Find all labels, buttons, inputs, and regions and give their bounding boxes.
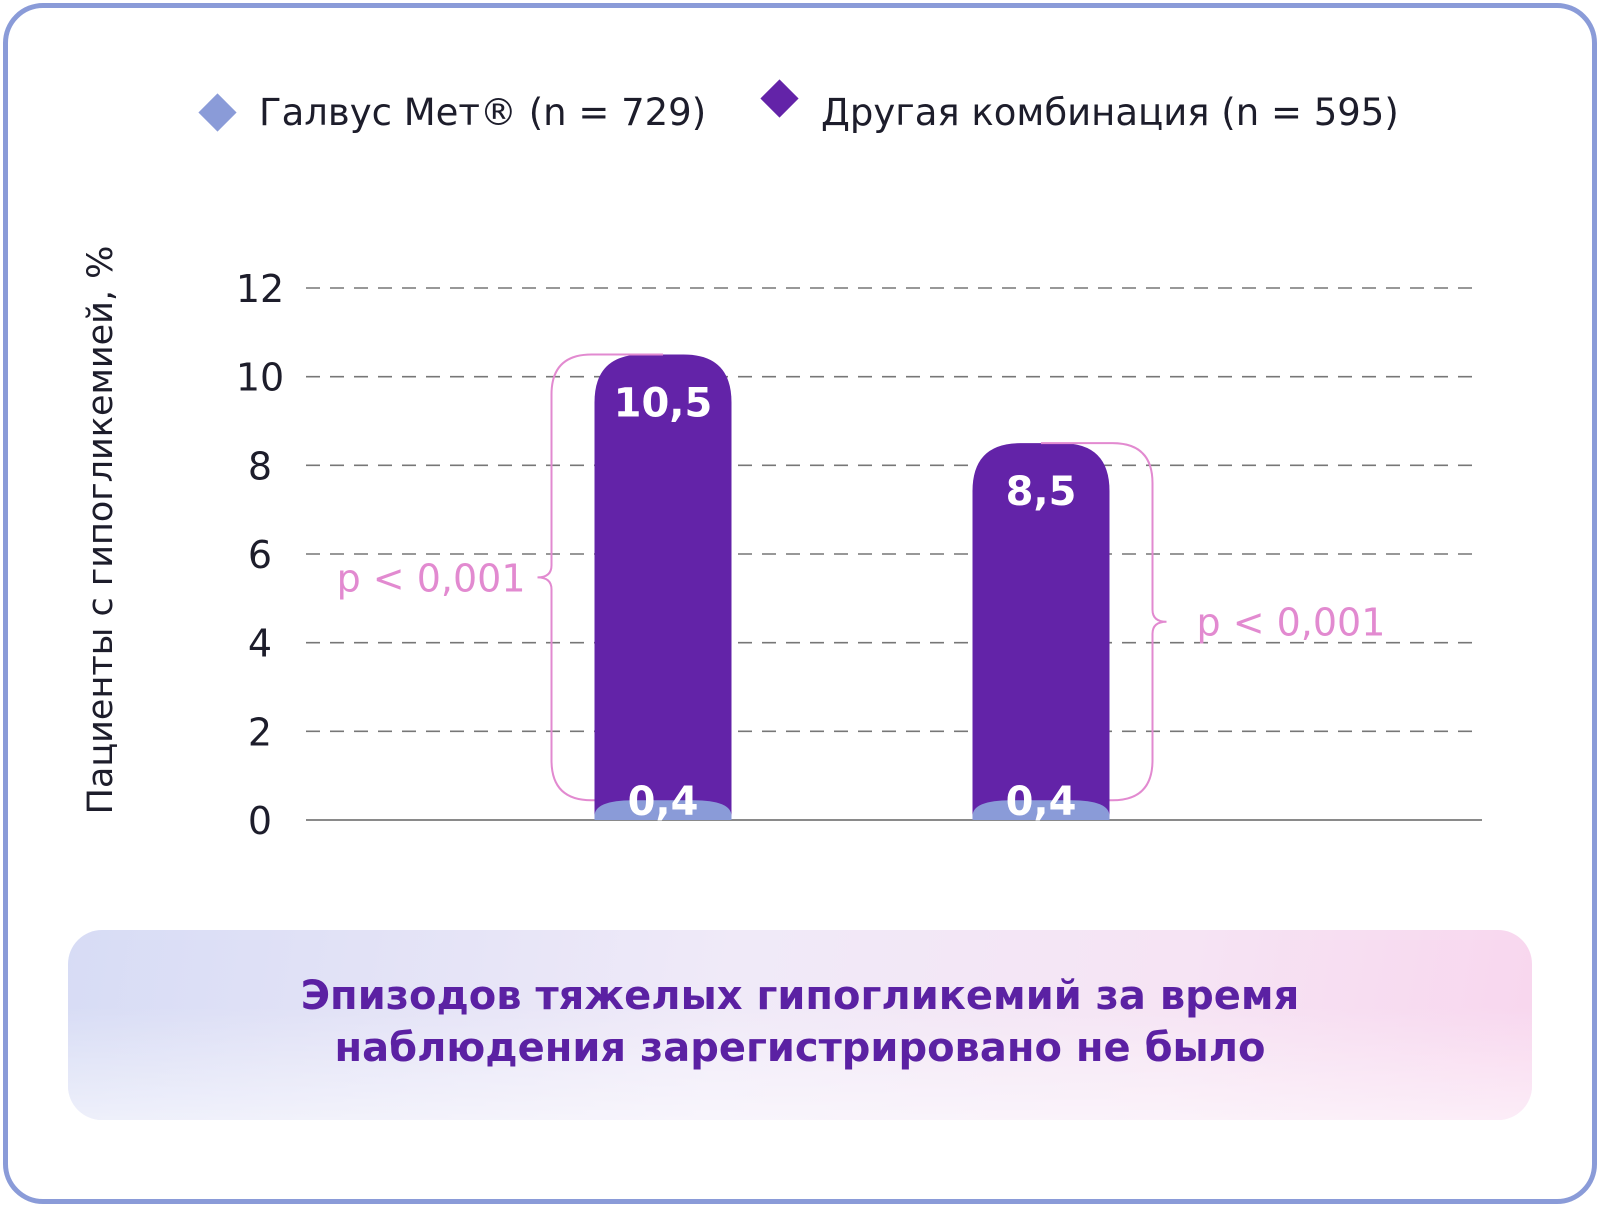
legend-label: Галвус Мет® (n = 729) [259,90,707,134]
y-tick-label: 10 [236,356,284,400]
bar-total-label: 10,5 [614,381,713,427]
y-tick-label: 2 [248,710,272,754]
note-line-2: наблюдения зарегистрировано не было [334,1025,1266,1071]
bar-chart: 0 2 4 6 8 10 12 Пациенты с гипогликемией, % 10… [81,246,1482,843]
p-value-brace [537,353,663,802]
y-tick-label: 0 [248,799,272,843]
y-tick-label: 6 [248,533,272,577]
bar-base-label: 0,4 [1006,779,1077,825]
y-tick-label: 4 [248,622,272,666]
note-box: Эпизодов тяжелых гипогликемий за время н… [68,930,1532,1120]
bar-total [972,443,1110,820]
legend-item-galvus-met: Галвус Мет® (n = 729) [198,82,707,142]
legend: Галвус Мет® (n = 729) Другая комбинация … [0,78,1600,142]
y-tick-label: 12 [236,267,284,311]
y-tick-label: 8 [248,444,272,488]
note-line-1: Эпизодов тяжелых гипогликемий за время [300,973,1300,1019]
legend-label: Другая комбинация (n = 595) [821,90,1399,134]
p-value-label: p < 0,001 [1197,601,1386,645]
grid-lines [306,287,1482,821]
bar-total-label: 8,5 [1006,469,1077,515]
y-tick-labels: 0 2 4 6 8 10 12 [236,267,284,843]
y-axis-label: Пациенты с гипогликемией, % [81,246,121,815]
bar-base [594,800,732,820]
bars: 10,5 0,4 8,5 0,4 [594,354,1110,825]
p-value-annotations: p < 0,001 p < 0,001 [337,353,1386,802]
bar-total [594,354,732,820]
bar-base-label: 0,4 [628,779,699,825]
p-value-brace [1041,442,1167,802]
note-text: Эпизодов тяжелых гипогликемий за время н… [68,970,1532,1074]
bar-base [972,800,1110,820]
legend-item-other-combination: Другая комбинация (n = 595) [760,68,1399,134]
p-value-label: p < 0,001 [337,556,526,600]
